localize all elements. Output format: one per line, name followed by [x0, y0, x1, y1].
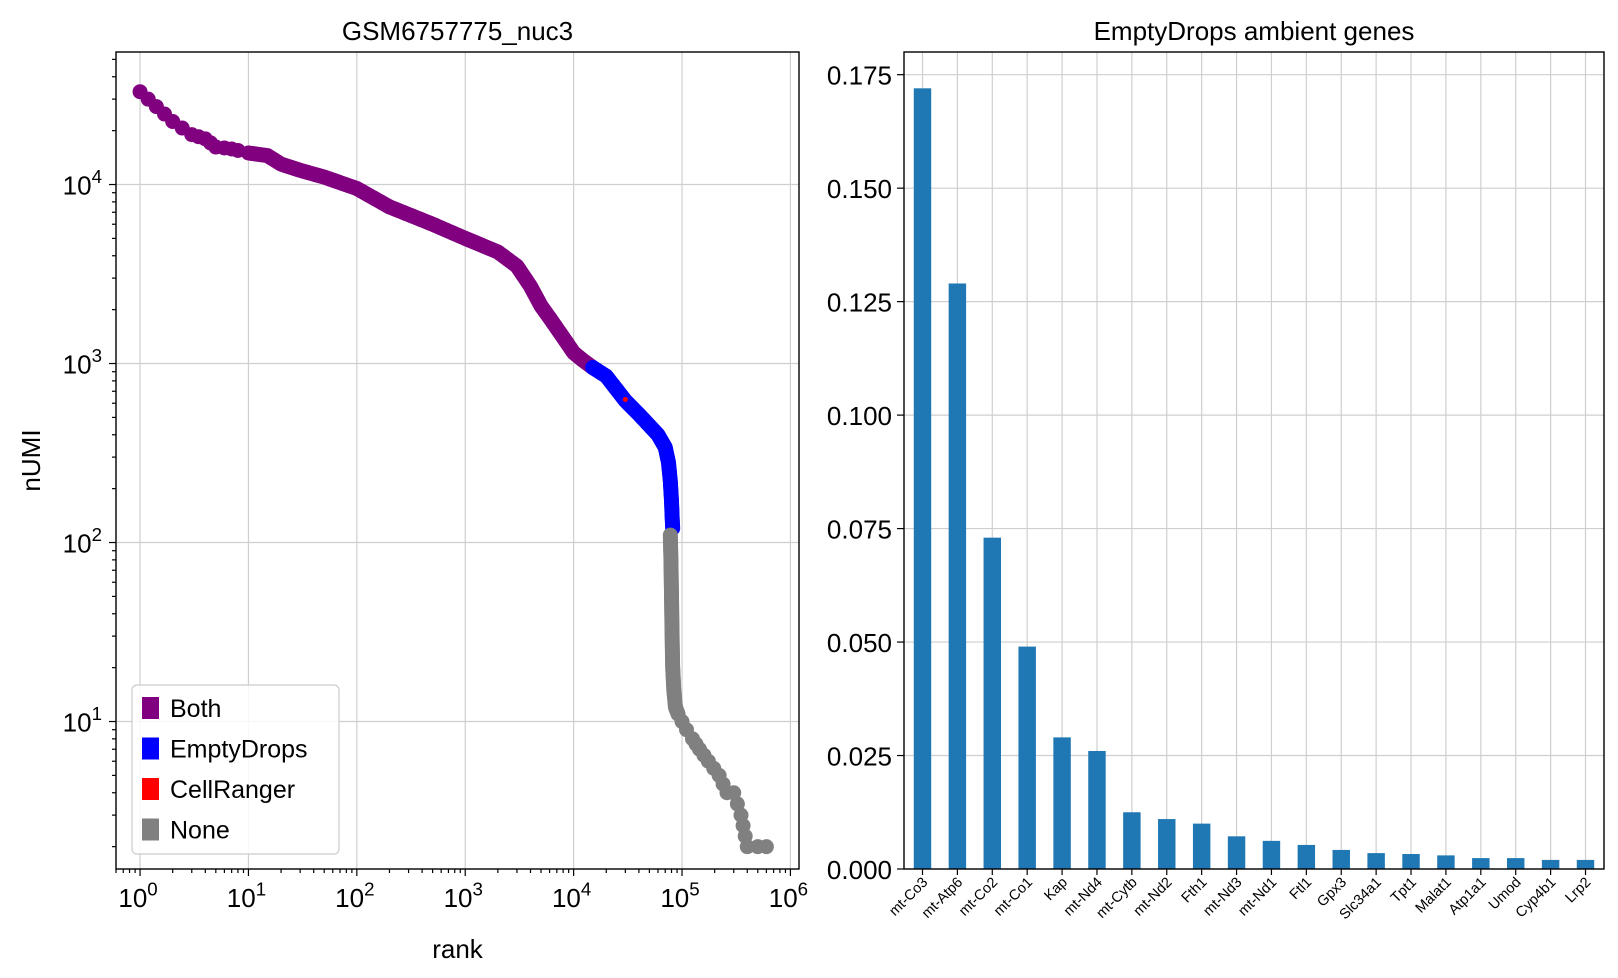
y-axis: 101 102 103 104 [63, 58, 116, 848]
knee-xlabel: rank [432, 934, 484, 964]
legend-label-none: None [170, 817, 230, 845]
category-label: Ftl1 [1287, 875, 1315, 903]
bar-mt-cytb [1123, 812, 1141, 869]
bars [913, 88, 1595, 870]
legend-swatch-none [142, 818, 159, 841]
bar-mt-co3 [913, 88, 932, 870]
x-tick-label: 104 [552, 878, 591, 913]
x-tick-label: 100 [118, 878, 157, 913]
bar-mt-nd2 [1158, 819, 1176, 869]
legend-box [131, 684, 340, 855]
y-tick-label: 0.025 [827, 742, 892, 772]
ambient-genes-panel: 0.000 0.025 0.050 0.075 0.100 0.125 0.150 0.175… [827, 16, 1605, 923]
y-tick-label: 0.000 [827, 855, 892, 885]
category-label: mt-Co1 [991, 875, 1036, 920]
y-tick-label: 0.050 [827, 628, 892, 658]
category-label: Lrp2 [1562, 875, 1594, 907]
bar-lrp2 [1576, 859, 1595, 869]
bar-axes-frame [903, 51, 1605, 870]
category-label: mt-Nd2 [1131, 875, 1176, 920]
series-cellranger [622, 396, 628, 402]
category-label: Atp1a1 [1446, 875, 1490, 919]
bar-slc34a1 [1367, 853, 1385, 869]
series-both [132, 84, 601, 376]
x-tick-label: 106 [769, 878, 808, 913]
bar-mt-nd1 [1262, 840, 1281, 869]
bar-mt-atp6 [948, 283, 967, 869]
bar-mt-nd3 [1227, 836, 1246, 869]
legend-label-emptydrops: EmptyDrops [170, 736, 308, 764]
bar-gpx3 [1332, 849, 1350, 869]
legend: Both EmptyDrops CellRanger None [131, 684, 340, 855]
x-tick-label: 103 [444, 878, 483, 913]
series-none [662, 527, 774, 855]
x-tick-label: 105 [660, 878, 699, 913]
y-tick-label: 102 [63, 524, 102, 559]
y-tick-label: 0.150 [827, 174, 892, 204]
knee-axes-frame [115, 51, 800, 870]
point [622, 396, 628, 402]
bar-mt-co2 [983, 537, 1002, 869]
point [739, 839, 755, 855]
bar-atp1a1 [1472, 858, 1490, 869]
legend-label-both: Both [170, 695, 221, 723]
category-label: Kap [1041, 875, 1071, 905]
x-tick-label: 102 [335, 878, 374, 913]
knee-plot-panel: 100 101 102 103 104 105 106 101 102 103 104 GSM6757… [16, 16, 808, 964]
legend-swatch-cellranger [142, 778, 159, 800]
bar-mt-co1 [1018, 646, 1036, 869]
bar-kap [1053, 737, 1071, 869]
bar-ftl1 [1297, 844, 1316, 869]
point [758, 839, 774, 855]
y-tick-label: 0.175 [827, 61, 892, 91]
x-axis: 100 101 102 103 104 105 106 [115, 869, 808, 913]
series-emptydrops [585, 360, 681, 536]
bar-title: EmptyDrops ambient genes [1094, 16, 1415, 46]
y-tick-label: 103 [63, 345, 102, 380]
bar-fth1 [1192, 823, 1211, 869]
knee-points [132, 84, 774, 855]
y-tick-label: 0.075 [827, 515, 892, 545]
legend-label-cellranger: CellRanger [170, 776, 295, 804]
y-tick-label: 0.100 [827, 401, 892, 431]
knee-title: GSM6757775_nuc3 [342, 16, 573, 46]
y-tick-label: 0.125 [827, 288, 892, 318]
bar-tpt1 [1402, 854, 1420, 869]
y-tick-label: 104 [63, 166, 102, 201]
bar-grid [904, 52, 1604, 870]
bar-cyp4b1 [1541, 859, 1560, 869]
bar-y-axis: 0.000 0.025 0.050 0.075 0.100 0.125 0.150 0.175 [827, 61, 904, 885]
legend-swatch-both [142, 697, 159, 719]
legend-swatch-emptydrops [142, 737, 159, 760]
y-tick-label: 101 [63, 703, 102, 738]
bar-mt-nd4 [1088, 750, 1106, 869]
knee-ylabel: nUMI [16, 429, 46, 491]
bar-umod [1506, 858, 1525, 869]
bar-malat1 [1437, 855, 1455, 869]
category-label: mt-Nd1 [1235, 875, 1280, 920]
x-tick-label: 101 [227, 878, 266, 913]
